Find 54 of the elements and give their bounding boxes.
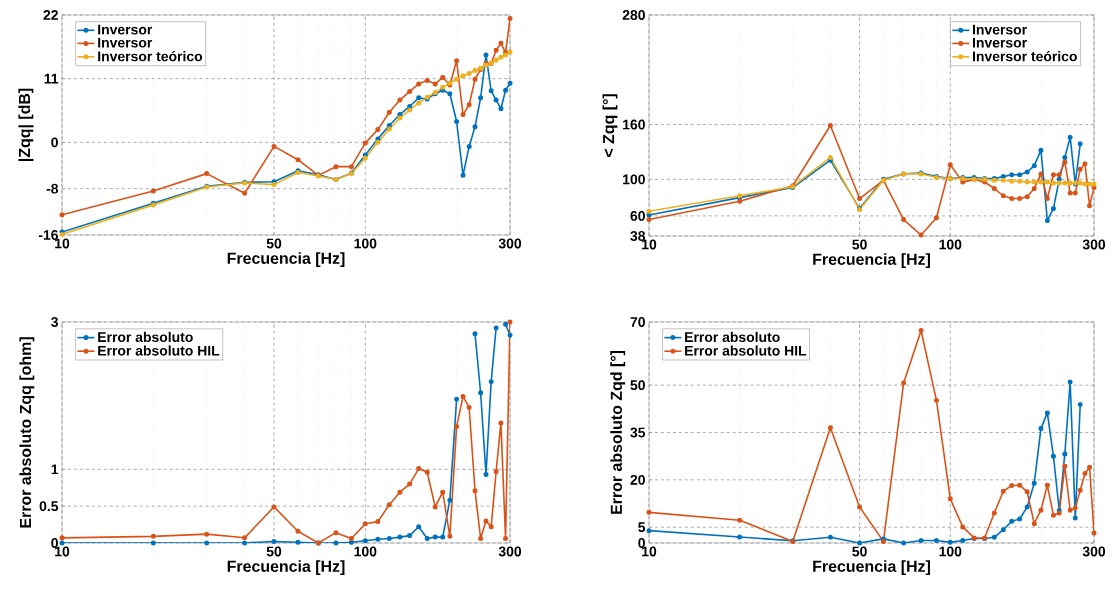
x-tick-label: 300	[1082, 239, 1106, 250]
legend-label: Error absoluto HIL	[685, 345, 807, 356]
x-tick-label: 300	[498, 546, 522, 557]
y-tick-label: 38	[630, 231, 646, 241]
x-tick-label: 100	[939, 546, 962, 557]
y-tick-label: 60	[630, 210, 645, 221]
legend-label: Error absoluto	[98, 331, 193, 343]
y-tick-label: 35	[630, 427, 646, 438]
y-tick-label: 5	[638, 522, 646, 533]
y-tick-label: 0	[51, 538, 58, 548]
y-tick-label: 70	[630, 317, 645, 327]
legend-label: Inversor	[98, 24, 153, 35]
y-tick-label: -8	[46, 183, 59, 194]
y-tick-label: 3	[51, 317, 58, 327]
x-tick-label: 10	[55, 546, 70, 557]
y-tick-label: 0	[51, 137, 58, 148]
legend-label: Error absoluto	[685, 331, 780, 343]
x-axis-title: Frecuencia [Hz]	[813, 253, 930, 269]
x-axis-title: Frecuencia [Hz]	[227, 252, 345, 268]
y-tick-label: 22	[43, 10, 58, 20]
x-tick-label: 100	[354, 238, 377, 249]
x-tick-label: 50	[266, 238, 282, 249]
y-tick-label: 20	[630, 474, 645, 485]
legend-label: Inversor	[973, 37, 1027, 48]
y-tick-label: 1	[51, 464, 59, 475]
y-tick-label: 100	[623, 174, 645, 185]
x-tick-label: 10	[55, 238, 70, 249]
x-tick-label: 100	[939, 239, 962, 250]
x-tick-label: 50	[266, 546, 282, 557]
x-tick-label: 50	[852, 546, 867, 557]
legend-label: Inversor	[98, 37, 153, 48]
y-tick-label: 11	[44, 73, 59, 84]
legend-label: Inversor teórico	[973, 50, 1077, 62]
y-axis-title: Error absoluto Zqq [ohm]	[19, 337, 35, 528]
x-axis-title: Frecuencia [Hz]	[813, 560, 930, 576]
y-tick-label: 0.5	[39, 501, 59, 512]
y-axis-title: |Zqq| [dB]	[18, 88, 34, 161]
x-tick-label: 10	[642, 546, 657, 557]
x-axis-title: Frecuencia [Hz]	[227, 560, 345, 576]
x-tick-label: 10	[642, 239, 657, 250]
legend-label: Error absoluto HIL	[98, 345, 220, 356]
y-axis-title: < Zqq [°]	[602, 94, 618, 157]
y-tick-label: 0	[638, 538, 645, 548]
legend-label: Inversor	[973, 24, 1027, 35]
y-axis-title: Error absoluto Zqd [°]	[610, 350, 626, 514]
x-tick-label: 100	[354, 546, 377, 557]
x-tick-label: 50	[852, 239, 867, 250]
y-tick-label: 50	[630, 380, 645, 391]
y-tick-label: -16	[38, 230, 58, 240]
x-tick-label: 300	[498, 238, 522, 249]
y-tick-label: 280	[622, 10, 645, 20]
x-tick-label: 300	[1082, 546, 1106, 557]
y-tick-label: 160	[623, 119, 645, 130]
legend-label: Inversor teórico	[98, 50, 203, 62]
